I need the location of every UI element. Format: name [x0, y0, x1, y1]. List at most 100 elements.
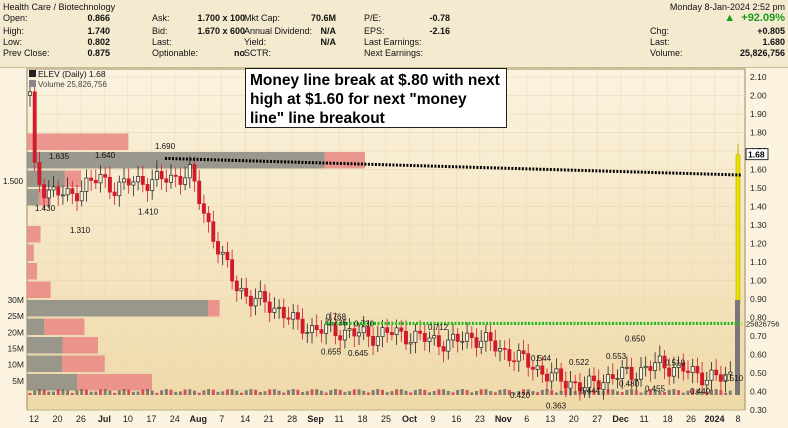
- candle-body: [98, 174, 103, 184]
- candle-body: [366, 326, 371, 337]
- volume-bar: [263, 391, 267, 395]
- volume-bar: [117, 390, 121, 395]
- candle-body: [634, 378, 639, 381]
- volume-bar: [240, 392, 243, 395]
- x-tick-label: Dec: [612, 414, 629, 424]
- volume-bar: [352, 389, 356, 395]
- x-tick-label: 26: [686, 414, 696, 424]
- volume-bar: [127, 389, 131, 395]
- x-tick-label: 16: [451, 414, 461, 424]
- y-tick-label: 1.30: [750, 220, 767, 230]
- vbp-down-bar: [324, 152, 365, 169]
- volume-bar: [597, 392, 601, 395]
- vbp-up-bar: [27, 189, 39, 206]
- candle-body: [117, 181, 122, 197]
- candle-body: [295, 312, 300, 320]
- volume-bar: [714, 389, 718, 395]
- candle-body: [714, 369, 719, 376]
- x-tick-label: Nov: [495, 414, 512, 424]
- candle-body: [234, 280, 239, 292]
- volume-bar: [451, 392, 455, 395]
- x-tick-label: 24: [170, 414, 180, 424]
- volume-bar: [221, 391, 225, 395]
- candle-body: [408, 342, 413, 345]
- quote-key-1-2: Bid:: [152, 26, 168, 36]
- volume-bar: [648, 389, 652, 395]
- candle-body: [596, 380, 601, 390]
- vbp-down-bar: [27, 263, 38, 280]
- y-tick-label: 0.90: [750, 294, 767, 304]
- price-label: 0.553: [606, 352, 627, 361]
- quote-key-3-5: Volume:: [650, 48, 683, 58]
- x-tick-label: 17: [146, 414, 156, 424]
- volume-bar: [136, 391, 140, 395]
- volume-bar: [113, 392, 117, 395]
- volume-bar: [52, 391, 55, 395]
- candle-body: [140, 175, 145, 185]
- candle-body: [606, 374, 611, 384]
- symbol-label: ELEV (Daily) 1.68: [38, 69, 106, 79]
- volume-bar: [183, 389, 187, 395]
- y-tick-label: 1.10: [750, 257, 767, 267]
- candle-body: [512, 360, 517, 363]
- candle-body: [319, 329, 324, 334]
- y-tick-label: 2.00: [750, 91, 767, 101]
- volume-bar: [362, 390, 366, 395]
- x-tick-label: 28: [287, 414, 297, 424]
- volume-bar: [456, 389, 460, 395]
- candle-body: [695, 366, 700, 374]
- volume-bar: [291, 389, 295, 395]
- candle-body: [272, 307, 277, 313]
- volume-bar: [554, 392, 558, 395]
- price-label: 0.522: [569, 358, 590, 367]
- candle-body: [230, 259, 235, 282]
- volume-bar: [348, 391, 352, 395]
- price-label: 0.420: [510, 391, 531, 400]
- candle-body: [643, 366, 648, 369]
- volume-tick-label: 15M: [7, 344, 24, 354]
- x-tick-label: 20: [52, 414, 62, 424]
- candle-body: [545, 373, 549, 382]
- candle-body: [413, 330, 418, 343]
- volume-bar: [272, 389, 276, 395]
- candle-body: [418, 330, 423, 334]
- quote-key-0-4: P/E:: [364, 13, 382, 23]
- volume-bar: [677, 390, 681, 395]
- quote-key-3-3: SCTR:: [244, 48, 271, 58]
- candle-body: [446, 339, 451, 352]
- quote-key-3-1: Prev Close:: [3, 48, 50, 58]
- volume-bar: [164, 389, 168, 395]
- candle-body: [206, 212, 211, 223]
- volume-bar: [719, 390, 723, 395]
- vbp-down-bar: [27, 226, 41, 243]
- volume-bar: [169, 389, 173, 395]
- x-tick-label: 11: [334, 414, 343, 424]
- y-tick-label: 1.20: [750, 239, 767, 249]
- candle-body: [103, 174, 108, 178]
- y-tick-label: 0.60: [750, 350, 767, 360]
- y-tick-label: 1.80: [750, 128, 767, 138]
- volume-bar: [710, 389, 713, 395]
- volume-bar: [724, 392, 728, 395]
- candle-body: [662, 355, 667, 369]
- candle-body: [404, 330, 408, 345]
- volume-tick-label: 10M: [7, 360, 24, 370]
- candle-body: [704, 379, 709, 386]
- quote-key-1-3: Annual Dividend:: [244, 26, 313, 36]
- x-tick-label: 20: [569, 414, 579, 424]
- vbp-down-bar: [27, 244, 34, 261]
- x-tick-label: Sep: [307, 414, 324, 424]
- volume-bar: [75, 390, 79, 395]
- candle-body: [192, 164, 197, 182]
- volume-bar: [324, 392, 328, 395]
- volume-bar: [37, 389, 41, 395]
- quote-header: Health Care / Biotechnology Monday 8-Jan…: [0, 0, 788, 68]
- y-tick-label: 1.90: [750, 109, 767, 119]
- price-label: 0.363: [546, 401, 567, 410]
- x-tick-label: 10: [123, 414, 133, 424]
- candle-body: [573, 381, 578, 384]
- volume-bar: [517, 390, 521, 395]
- volume-bar: [587, 389, 591, 395]
- y-tick-label: 1.50: [750, 183, 767, 193]
